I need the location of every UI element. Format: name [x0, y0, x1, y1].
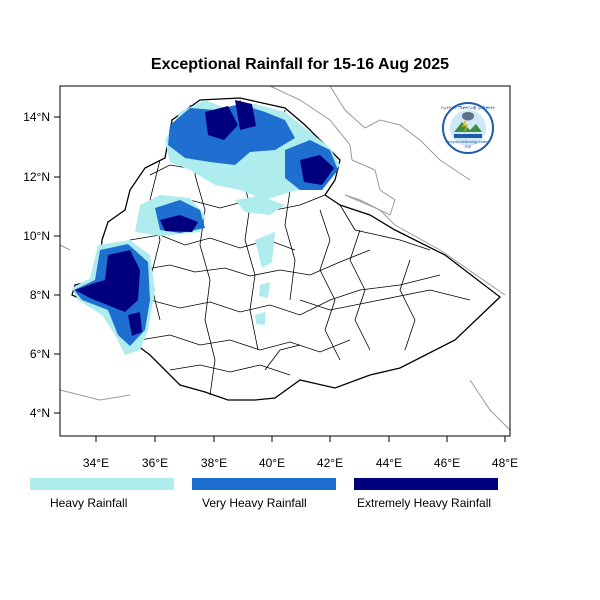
rain-extremely-heavy [75, 100, 334, 336]
lon-tick-label: 48°E [492, 456, 518, 470]
lat-tick-label: 4°N [30, 406, 50, 420]
logo-english-text: Ethiopian Meteorology Institute [446, 140, 490, 144]
lon-tick-label: 36°E [142, 456, 168, 470]
map-title: Exceptional Rainfall for 15-16 Aug 2025 [150, 56, 450, 73]
lon-tick-label: 46°E [434, 456, 460, 470]
lat-tick-label: 12°N [23, 170, 50, 184]
legend-swatch-extremely-heavy [354, 478, 498, 490]
lon-tick-label: 40°E [259, 456, 285, 470]
lon-tick-label: 34°E [83, 456, 109, 470]
lat-tick-label: 10°N [23, 229, 50, 243]
lon-tick-label: 38°E [201, 456, 227, 470]
lat-tick-label: 8°N [30, 288, 50, 302]
axis-ticks [54, 116, 506, 442]
logo-abbr-text: EMI [465, 145, 471, 149]
legend-label-very-heavy: Very Heavy Rainfall [202, 496, 307, 510]
map-frame [59, 85, 511, 437]
lat-tick-label: 6°N [30, 347, 50, 361]
logo-amharic-text: የኢትዮጵያ ሜቲዎሮሎጂ ኢንስቲትዩት [441, 105, 495, 110]
lat-tick-labels: 14°N 12°N 10°N 8°N 6°N 4°N [23, 110, 50, 420]
lon-tick-label: 44°E [376, 456, 402, 470]
legend-swatch-heavy [30, 478, 174, 490]
lat-tick-label: 14°N [23, 110, 50, 124]
emi-logo: የኢትዮጵያ ሜቲዎሮሎጂ ኢንስቲትዩት Ethiopian Meteorol… [441, 102, 495, 154]
legend-swatch-very-heavy [192, 478, 336, 490]
lon-tick-label: 42°E [317, 456, 343, 470]
lon-tick-labels: 34°E 36°E 38°E 40°E 42°E 44°E 46°E 48°E [83, 456, 518, 470]
neighbour-borders [60, 86, 510, 431]
legend-label-heavy: Heavy Rainfall [50, 496, 128, 510]
legend-label-extremely-heavy: Extremely Heavy Rainfall [357, 496, 492, 510]
